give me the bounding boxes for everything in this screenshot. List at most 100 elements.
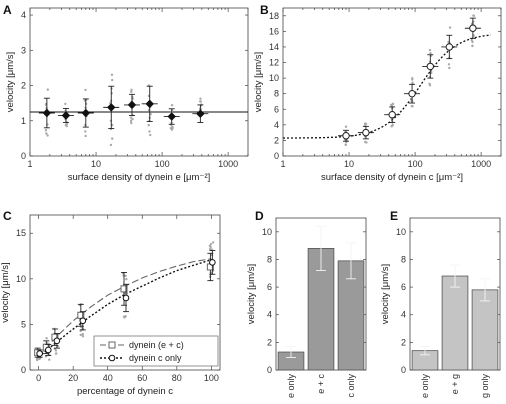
panel-a-replicate-point xyxy=(130,121,133,125)
panel-c-series2-marker xyxy=(79,317,87,325)
panel-d-ytick-label: 2 xyxy=(267,337,272,347)
panel-b-mean-marker xyxy=(445,43,454,51)
panel-e: E 0 2 4 6 8 10 velocity [μm/s] e only e + g g only xyxy=(380,209,501,399)
panel-a-replicate-point xyxy=(84,134,87,138)
panel-b-ytick-label: 8 xyxy=(274,89,279,99)
panel-a-replicate-point xyxy=(129,116,133,119)
panel-b-xtick-label: 10 xyxy=(344,159,354,169)
panel-b-mean-marker xyxy=(362,128,370,137)
panel-a-replicate-point xyxy=(46,88,49,91)
panel-a-mean-marker xyxy=(145,99,154,109)
panel-c-replicate-point xyxy=(36,357,39,360)
panel-c-replicate-point xyxy=(211,241,215,244)
panel-a-ytick-label: 2 xyxy=(21,81,26,91)
panel-b-mean-marker xyxy=(388,111,396,119)
panel-b-ytick-label: 18 xyxy=(269,11,279,21)
panel-a-replicate-point xyxy=(109,143,113,147)
panel-a-replicate-point xyxy=(111,137,114,140)
panel-c-replicate-point xyxy=(208,247,212,251)
panel-d-ytick-label: 0 xyxy=(267,365,272,375)
panel-a-mean-marker xyxy=(61,111,71,120)
panel-c-series2-marker xyxy=(53,337,61,345)
panel-a-xtick-label: 10 xyxy=(91,159,101,169)
panel-a-replicate-point xyxy=(199,97,202,100)
panel-a-ytick-label: 1 xyxy=(21,116,26,126)
panel-d-category-label: e only xyxy=(286,374,296,399)
panel-e-ytick-label: 0 xyxy=(401,365,406,375)
panel-b-ytick-label: 14 xyxy=(269,42,279,52)
panel-d-ytick-label: 10 xyxy=(262,227,272,237)
panel-a-mean-marker xyxy=(107,103,116,112)
panel-b-ytick-label: 0 xyxy=(274,151,279,161)
panel-e-ytick-label: 10 xyxy=(396,227,406,237)
panel-b-frame xyxy=(282,7,502,157)
panel-c-ytick-label: 15 xyxy=(16,228,26,238)
panel-a-xtick-label: 1000 xyxy=(218,159,238,169)
panel-d-ylabel: velocity [μm/s] xyxy=(246,264,257,324)
panel-b-replicate-point xyxy=(429,51,432,55)
panel-c-series2-marker xyxy=(44,346,52,354)
panel-b-replicate-point xyxy=(365,141,368,144)
panel-d-category-label: e + c xyxy=(316,374,326,394)
panel-b-replicate-point xyxy=(428,84,432,87)
panel-b-replicate-point xyxy=(448,66,451,70)
panel-a-replicate-point xyxy=(129,119,133,123)
panel-b-ytick-label: 6 xyxy=(274,104,279,114)
panel-c-replicate-point xyxy=(48,358,51,361)
panel-a-ylabel: velocity [μm/s] xyxy=(5,52,16,112)
panel-c-ytick-label: 0 xyxy=(21,365,26,375)
panel-a-xtick-label: 1 xyxy=(27,159,32,169)
panel-a-replicate-point xyxy=(170,103,174,107)
panel-c-legend-marker-2 xyxy=(108,354,116,362)
panel-c-xtick-label: 0 xyxy=(36,373,41,383)
panel-b-replicate-point xyxy=(428,48,432,52)
panel-b-replicate-point xyxy=(471,44,474,48)
panel-a-replicate-point xyxy=(130,90,133,94)
panel-a-replicate-point xyxy=(65,124,68,128)
panel-c-series2-marker xyxy=(209,259,216,266)
panel-a-replicate-point xyxy=(131,117,134,121)
panel-c-series2-marker xyxy=(36,350,43,357)
panel-c-replicate-point xyxy=(124,314,127,318)
panel-a-replicate-point xyxy=(110,78,114,82)
panel-b-replicate-point xyxy=(411,81,414,84)
panel-c-replicate-point xyxy=(54,352,58,355)
panel-b-fit-curve xyxy=(283,34,491,139)
panel-b-ytick-label: 12 xyxy=(269,58,279,68)
panel-a-replicate-point xyxy=(171,125,174,129)
panel-c-xtick-label: 60 xyxy=(137,373,147,383)
panel-c-replicate-point xyxy=(81,332,85,336)
panel-c-frame xyxy=(29,214,221,371)
panel-a-replicate-point xyxy=(46,134,49,137)
panel-d-ytick-label: 4 xyxy=(267,310,272,320)
panel-c-xlabel: percentage of dynein c xyxy=(77,386,173,397)
panel-c-replicate-point xyxy=(79,333,82,337)
panel-a-replicate-point xyxy=(84,88,87,92)
panel-b-replicate-point xyxy=(363,122,367,125)
panel-c: C 0 5 10 15 velocity [μm/s] 0 20 40 60 80 100 percen… xyxy=(0,209,221,397)
panel-b-xlabel: surface density of dynein c [μm⁻²] xyxy=(321,172,463,183)
panel-e-ylabel: velocity [μm/s] xyxy=(380,264,391,324)
panel-e-ytick-label: 8 xyxy=(401,254,406,264)
panel-d-ytick-label: 6 xyxy=(267,282,272,292)
panel-b-ytick-label: 2 xyxy=(274,135,279,145)
panel-a-replicate-point xyxy=(44,129,48,132)
panel-label-e: E xyxy=(390,209,398,223)
panel-e-category-label: e only xyxy=(420,374,430,399)
panel-c-xtick-label: 100 xyxy=(204,373,219,383)
panel-b-replicate-point xyxy=(471,40,474,44)
panel-a-replicate-point xyxy=(149,133,152,137)
panel-a-xtick-label: 100 xyxy=(155,159,170,169)
panel-label-b: B xyxy=(260,3,269,17)
panel-a-replicate-point xyxy=(147,123,150,127)
panel-c-ytick-label: 5 xyxy=(21,319,26,329)
panel-label-c: C xyxy=(3,209,12,223)
panel-c-replicate-point xyxy=(45,337,48,340)
panel-c-legend-box xyxy=(93,335,219,367)
panel-b-replicate-point xyxy=(391,123,394,127)
panel-b-replicate-point xyxy=(391,102,395,106)
panel-a-replicate-point xyxy=(170,128,174,131)
panel-c-legend-label-2: dynein c only xyxy=(129,353,182,363)
panel-c-legend: dynein (e + c) dynein c only xyxy=(93,335,219,367)
